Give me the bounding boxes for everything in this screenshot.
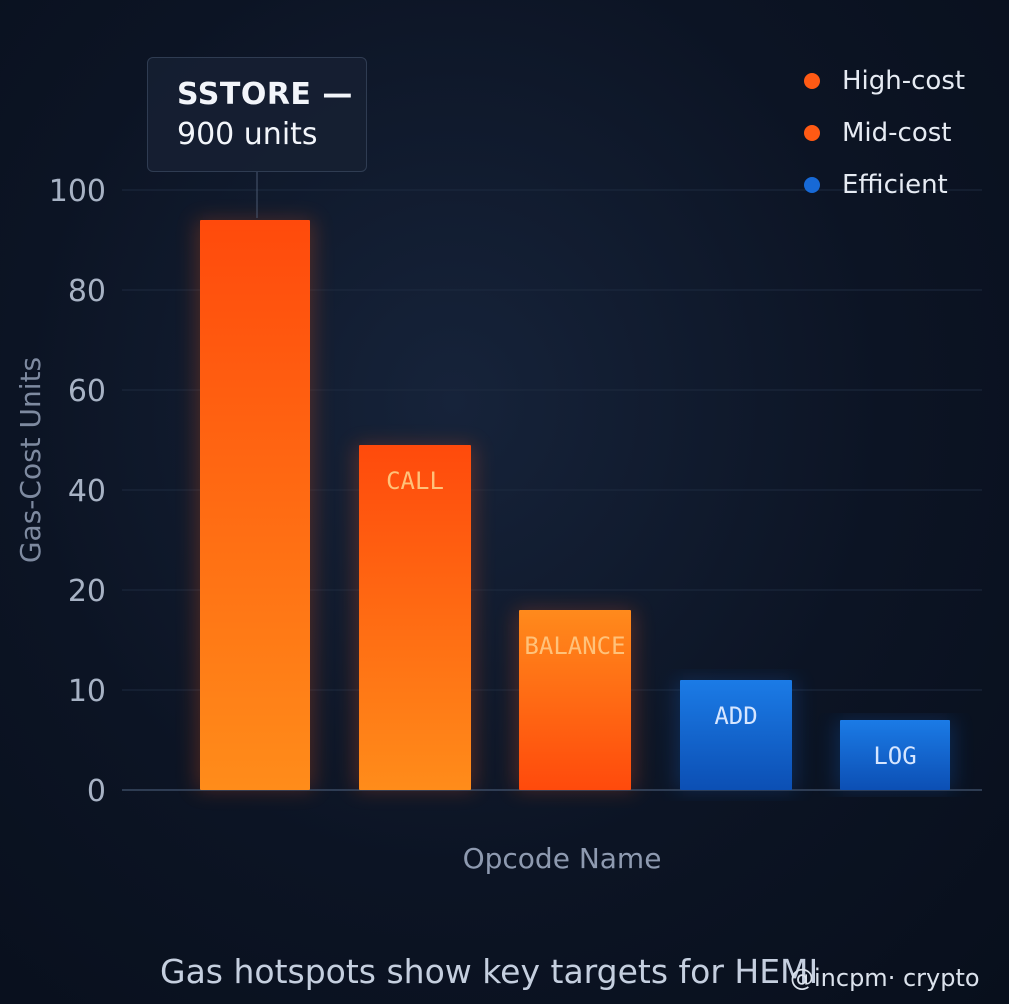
legend-swatch-high-cost [804,73,820,89]
bar-add [680,680,792,790]
legend-label: Efficient [842,170,948,200]
y-axis-title: Gas-Cost Units [14,357,47,563]
watermark: @incpm· crypto [790,964,980,992]
bar-sstore [200,220,310,790]
y-tick-label: 100 [49,174,106,209]
y-tick-label: 10 [68,674,106,709]
legend-swatch-efficient [804,177,820,193]
bar-log [840,720,950,790]
annotation-title: SSTORE — [177,77,353,112]
bar-balance [519,610,631,790]
legend-item-high-cost: High-cost [804,55,965,107]
bars: CALL BALANCE ADD LOG [200,220,950,790]
y-tick-label: 60 [68,374,106,409]
legend-swatch-mid-cost [804,125,820,141]
annotation-tooltip: SSTORE — 900 units [147,57,367,172]
y-tick-label: 20 [68,574,106,609]
y-tick-label: 80 [68,274,106,309]
bar-label-balance: BALANCE [524,632,625,660]
bar-call [359,445,471,790]
y-tick-label: 0 [87,774,106,809]
chart-caption: Gas hotspots show key targets for HEMI [160,952,819,991]
bar-label-call: CALL [386,467,444,495]
legend-label: High-cost [842,66,966,96]
annotation-value: 900 units [177,117,318,152]
y-tick-label: 40 [68,474,106,509]
bar-label-log: LOG [873,742,916,770]
x-axis-title: Opcode Name [463,842,662,875]
legend: High-cost Mid-cost Efficient [804,55,965,211]
legend-item-efficient: Efficient [804,159,965,211]
legend-label: Mid-cost [842,118,952,148]
bar-label-add: ADD [714,702,757,730]
legend-item-mid-cost: Mid-cost [804,107,965,159]
